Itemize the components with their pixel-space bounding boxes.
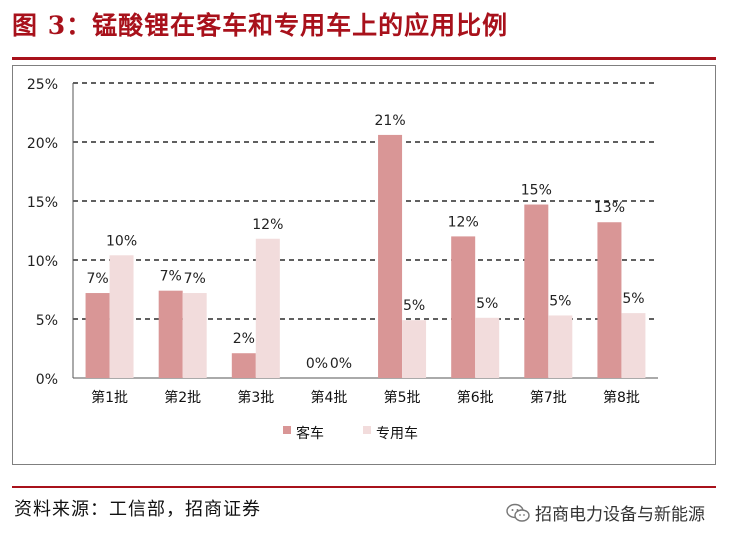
x-tick-label: 第1批 xyxy=(91,389,128,406)
bar-special-vehicle xyxy=(548,315,573,378)
data-label: 13% xyxy=(594,200,625,216)
data-label: 10% xyxy=(106,233,137,249)
x-tick-label: 第6批 xyxy=(457,389,494,406)
data-label: 5% xyxy=(476,296,498,312)
y-tick-label: 0% xyxy=(36,372,58,388)
bar-special-vehicle xyxy=(182,293,207,378)
x-tick-label: 第4批 xyxy=(310,389,347,406)
data-label: 12% xyxy=(448,214,479,230)
data-label: 12% xyxy=(252,217,283,233)
data-label: 0% xyxy=(330,356,352,372)
bar-special-vehicle xyxy=(402,320,427,378)
data-label: 0% xyxy=(306,356,328,372)
x-tick-label: 第3批 xyxy=(237,389,274,406)
x-tick-label: 第8批 xyxy=(603,389,640,406)
data-label: 2% xyxy=(233,331,255,347)
bar-bus xyxy=(85,293,110,378)
brand-mark: 招商电力设备与新能源 xyxy=(505,500,705,525)
chart-frame: 0% 5% 10% 15% 20% 25% 7% 10% 第1批 7% 7% 第2批 2% 12% 第3批 0… xyxy=(12,65,716,465)
data-label: 7% xyxy=(86,271,108,287)
wechat-icon xyxy=(506,503,530,522)
y-tick-label: 25% xyxy=(27,77,58,93)
data-label: 15% xyxy=(521,183,552,199)
brand-name: 招商电力设备与新能源 xyxy=(535,505,705,525)
x-tick-label: 第2批 xyxy=(164,389,201,406)
x-tick-label: 第7批 xyxy=(530,389,567,406)
bar-bus xyxy=(378,134,403,378)
bar-special-vehicle xyxy=(475,317,500,378)
bar-special-vehicle xyxy=(109,255,134,378)
data-label: 5% xyxy=(549,293,571,309)
y-tick-label: 10% xyxy=(27,254,58,270)
data-label: 7% xyxy=(184,271,206,287)
y-tick-label: 20% xyxy=(27,136,58,152)
legend-label: 专用车 xyxy=(376,425,418,442)
bar-bus xyxy=(451,236,476,378)
legend-swatch xyxy=(283,426,291,434)
bar-special-vehicle xyxy=(621,313,646,378)
legend-swatch xyxy=(363,426,371,434)
footer-rule xyxy=(12,486,716,488)
data-label: 5% xyxy=(622,291,644,307)
data-label: 21% xyxy=(375,113,406,129)
x-tick-label: 第5批 xyxy=(384,389,421,406)
data-label: 5% xyxy=(403,298,425,314)
y-tick-label: 15% xyxy=(27,195,58,211)
legend-label: 客车 xyxy=(296,425,324,442)
bar-special-vehicle xyxy=(255,238,280,378)
source-note: 资料来源：工信部，招商证券 xyxy=(14,499,261,520)
bar-bus xyxy=(231,353,256,378)
data-label: 7% xyxy=(160,269,182,285)
chart-title: 图 3：锰酸锂在客车和专用车上的应用比例 xyxy=(12,11,509,40)
bar-bus xyxy=(597,222,622,378)
title-rule xyxy=(12,57,716,60)
bar-bus xyxy=(158,290,183,378)
y-tick-label: 5% xyxy=(36,313,58,329)
bar-bus xyxy=(524,204,549,378)
